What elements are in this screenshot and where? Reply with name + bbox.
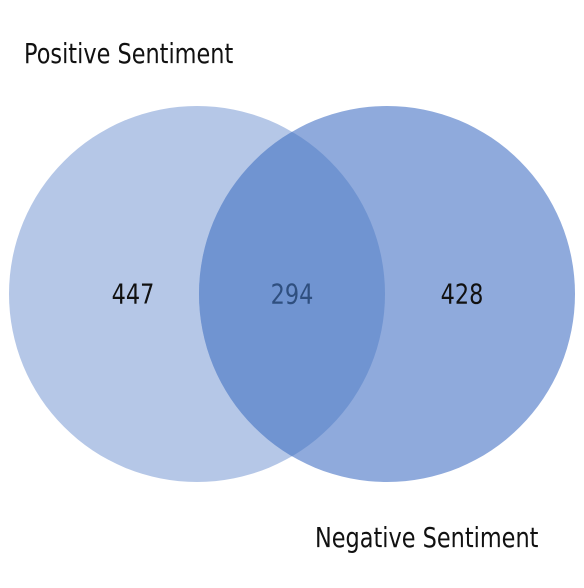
intersection-region: [199, 106, 385, 482]
positive-sentiment-label: Positive Sentiment: [24, 37, 234, 70]
positive-only-count: 447: [112, 277, 155, 310]
intersection-count: 294: [271, 277, 314, 310]
negative-only-count: 428: [441, 277, 484, 310]
negative-sentiment-label: Negative Sentiment: [315, 521, 539, 554]
